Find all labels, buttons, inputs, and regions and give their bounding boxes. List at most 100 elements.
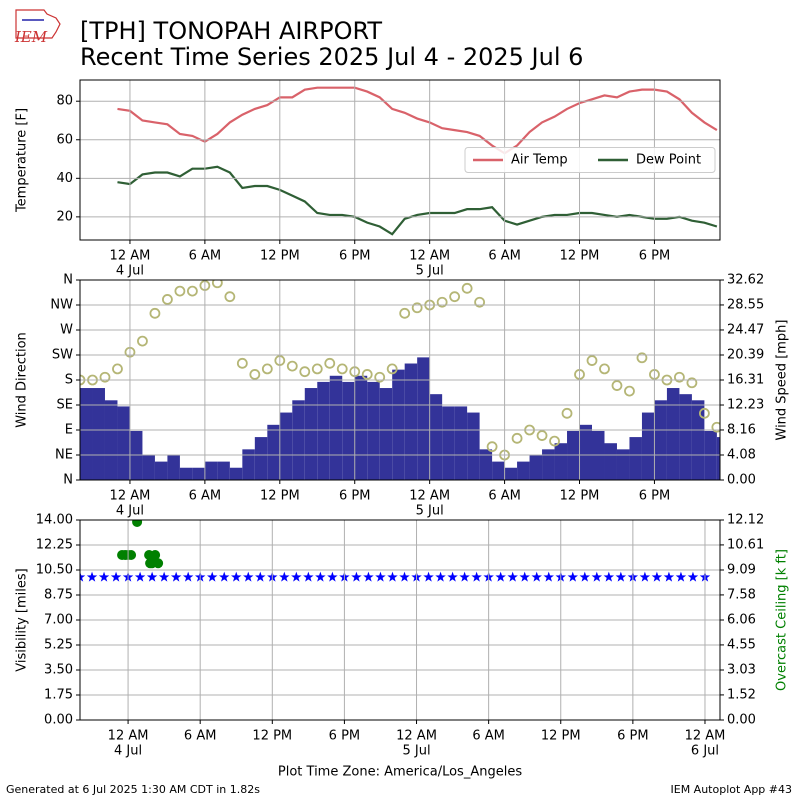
point (611, 380, 623, 391)
x-tick-label: 12 PM (260, 249, 300, 264)
y-tick-label: 1.75 (44, 688, 73, 703)
point (315, 571, 326, 582)
point (615, 571, 627, 582)
point (591, 571, 603, 582)
point (311, 363, 323, 375)
point (486, 441, 498, 453)
legend-label: Dew Point (636, 153, 701, 168)
point (324, 357, 336, 369)
point (435, 571, 446, 582)
point (182, 571, 194, 582)
point (651, 571, 663, 582)
point (112, 363, 123, 375)
y2-tick-label: 1.52 (727, 687, 756, 702)
x-tick-label: 6 AM (488, 249, 521, 264)
bar (529, 455, 543, 480)
y2-axis-label: Overcast Ceiling [k ft] (775, 549, 790, 691)
bar (616, 449, 630, 480)
x-tick-date: 4 Jul (116, 504, 144, 519)
y2-tick-label: 3.03 (727, 663, 756, 678)
point (511, 432, 523, 444)
x-tick-label: 6 PM (639, 489, 670, 504)
line-series (117, 86, 718, 155)
y-tick-label: 0.00 (44, 713, 73, 728)
point (586, 355, 598, 366)
y2-tick-label: 6.06 (727, 613, 756, 628)
bar (392, 369, 405, 480)
bar (641, 412, 655, 480)
bar (442, 406, 455, 480)
x-tick-label: 12 PM (260, 489, 300, 504)
footer-right: IEM Autoplot App #43 (671, 783, 793, 796)
bar (417, 357, 430, 480)
x-tick-date: 5 Jul (416, 504, 444, 519)
bar (517, 461, 530, 480)
y-tick-label: SE (57, 398, 73, 413)
point (687, 571, 699, 582)
y-tick-label: NW (50, 298, 73, 313)
plot-frame (79, 519, 721, 721)
y2-tick-label: 16.31 (727, 373, 764, 388)
x-tick-label: 6 PM (339, 249, 370, 264)
y2-tick-label: 0.00 (727, 473, 756, 488)
bar (479, 449, 493, 480)
y2-tick-label: 20.39 (727, 347, 764, 362)
bar (92, 388, 105, 480)
point (663, 571, 675, 582)
point (603, 571, 615, 582)
y-tick-label: S (65, 373, 73, 388)
y-tick-label: 12.25 (36, 538, 73, 553)
x-tick-date: 4 Jul (114, 744, 142, 759)
y-tick-label: 10.50 (36, 563, 73, 578)
logo-text: IEM (14, 28, 48, 46)
bar (492, 461, 505, 480)
line-series (117, 165, 718, 236)
plot-area (80, 280, 720, 480)
bar (404, 363, 418, 480)
legend-box (464, 147, 716, 173)
bar (154, 461, 168, 480)
point (351, 571, 362, 582)
point (206, 571, 218, 582)
bar (254, 437, 268, 480)
y-tick-label: 8.75 (44, 588, 73, 603)
point (279, 571, 290, 582)
y2-tick-label: 7.58 (727, 587, 756, 602)
point (186, 285, 198, 297)
y-tick-label: W (60, 323, 73, 338)
point (639, 571, 651, 582)
y-tick-label: 40 (56, 171, 73, 186)
point (536, 430, 548, 441)
point (255, 571, 266, 582)
bar (666, 388, 680, 480)
bar (629, 437, 642, 480)
point (674, 371, 685, 383)
y-tick-label: 3.50 (44, 663, 73, 678)
y-tick-label: N (63, 273, 73, 288)
x-tick-label: 6 AM (189, 489, 222, 504)
point (386, 363, 398, 375)
bar (80, 388, 93, 480)
point (361, 369, 373, 380)
y2-tick-label: 10.61 (727, 537, 764, 552)
bar (379, 388, 393, 480)
point (711, 421, 720, 433)
bar (229, 467, 243, 480)
point (471, 571, 482, 582)
chart-title: [TPH] TONOPAH AIRPORT (80, 17, 382, 45)
bar (104, 400, 118, 480)
point (507, 571, 518, 582)
x-tick-label: 12 AM (110, 489, 151, 504)
y2-tick-label: 32.62 (727, 273, 764, 288)
point (110, 571, 122, 582)
point (162, 294, 173, 305)
chart-subtitle: Recent Time Series 2025 Jul 4 - 2025 Jul… (80, 43, 583, 71)
x-tick-label: 6 AM (184, 729, 217, 744)
point (459, 571, 470, 582)
x-tick-label: 12 AM (110, 249, 151, 264)
bar (167, 455, 180, 480)
point (519, 571, 530, 582)
point (531, 571, 542, 582)
point (303, 571, 314, 582)
point (158, 571, 170, 582)
